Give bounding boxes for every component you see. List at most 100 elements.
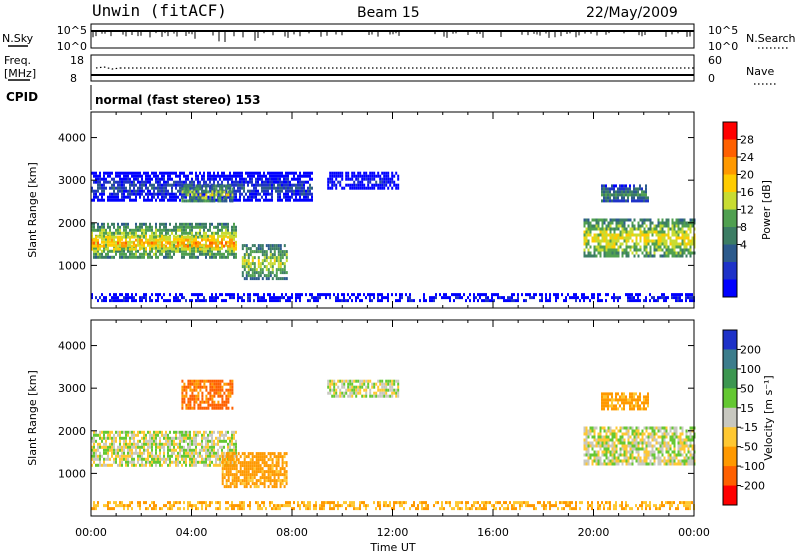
range-cell — [229, 171, 231, 175]
range-cell — [175, 235, 177, 239]
range-cell — [363, 394, 366, 398]
range-cell — [217, 228, 219, 232]
range-cell — [231, 473, 234, 477]
range-cell — [295, 177, 297, 181]
range-cell — [193, 397, 196, 401]
range-cell — [175, 171, 177, 175]
range-cell — [189, 400, 192, 404]
range-cell — [149, 189, 151, 193]
range-cell — [195, 400, 198, 404]
range-cell — [217, 192, 219, 196]
range-cell — [249, 247, 252, 251]
range-cell — [123, 228, 125, 232]
range-cell — [623, 224, 626, 228]
range-cell — [215, 463, 217, 467]
range-cell — [585, 242, 588, 246]
range-cell — [591, 296, 593, 300]
range-cell — [655, 242, 658, 246]
range-cell — [101, 249, 103, 253]
range-cell — [685, 296, 687, 300]
range-cell — [269, 271, 272, 275]
range-cell — [287, 299, 289, 303]
range-cell — [271, 171, 273, 175]
range-cell — [221, 293, 223, 297]
range-cell — [659, 221, 662, 225]
range-cell — [201, 442, 203, 446]
range-cell — [221, 406, 224, 410]
range-cell — [691, 236, 694, 240]
range-cell — [611, 248, 614, 252]
range-cell — [135, 231, 137, 235]
range-cell — [115, 436, 117, 440]
range-cell — [283, 177, 285, 181]
range-cell — [111, 255, 113, 259]
range-cell — [169, 460, 171, 464]
range-cell — [685, 299, 687, 303]
range-cell — [359, 293, 361, 297]
range-cell — [381, 391, 384, 395]
range-cell — [143, 246, 145, 250]
range-cell — [163, 249, 165, 253]
range-cell — [187, 430, 189, 434]
range-cell — [619, 242, 622, 246]
range-cell — [619, 199, 621, 203]
range-cell — [217, 235, 219, 239]
range-cell — [385, 177, 388, 181]
range-cell — [183, 225, 185, 229]
range-cell — [231, 183, 233, 187]
range-cell — [283, 461, 286, 465]
range-cell — [603, 187, 605, 191]
range-cell — [213, 241, 215, 245]
range-cell — [617, 251, 620, 255]
range-cell — [613, 236, 616, 240]
range-cell — [163, 246, 165, 250]
range-cell — [109, 228, 111, 232]
range-cell — [607, 444, 610, 448]
range-cell — [115, 235, 117, 239]
range-cell — [231, 439, 233, 443]
range-cell — [137, 171, 139, 175]
range-cell — [171, 460, 173, 464]
range-cell — [223, 177, 225, 181]
range-cell — [301, 186, 303, 190]
range-cell — [105, 180, 107, 184]
range-cell — [225, 243, 227, 247]
range-cell — [203, 433, 205, 437]
range-cell — [157, 299, 159, 303]
range-cell — [223, 231, 225, 235]
range-cell — [193, 400, 196, 404]
range-cell — [203, 184, 206, 188]
range-cell — [373, 174, 376, 178]
range-cell — [221, 388, 224, 392]
range-cell — [207, 199, 210, 203]
range-cell — [195, 379, 198, 383]
range-cell — [241, 183, 243, 187]
range-cell — [263, 174, 265, 178]
range-cell — [679, 227, 682, 231]
range-cell — [389, 379, 392, 383]
range-cell — [159, 293, 161, 297]
range-cell — [177, 238, 179, 242]
range-cell — [237, 171, 239, 175]
range-cell — [609, 239, 612, 243]
range-cell — [689, 224, 692, 228]
range-cell — [213, 174, 215, 178]
range-cell — [613, 296, 615, 300]
range-cell — [603, 438, 606, 442]
range-cell — [115, 299, 117, 303]
range-cell — [125, 241, 127, 245]
range-cell — [263, 274, 266, 278]
range-cell — [245, 482, 248, 486]
range-cell — [109, 436, 111, 440]
range-cell — [257, 180, 259, 184]
range-cell — [261, 183, 263, 187]
range-cell — [243, 464, 246, 468]
range-cell — [263, 250, 266, 254]
range-cell — [397, 394, 400, 398]
range-cell — [235, 252, 237, 256]
range-cell — [147, 454, 149, 458]
range-cell — [199, 388, 202, 392]
range-cell — [145, 247, 147, 251]
range-cell — [271, 189, 273, 193]
range-cell — [253, 192, 255, 196]
